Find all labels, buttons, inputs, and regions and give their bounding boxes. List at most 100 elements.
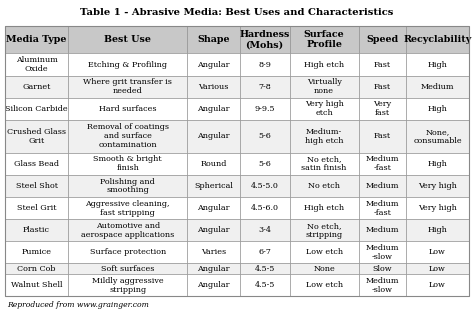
Bar xyxy=(240,274,290,296)
Bar xyxy=(359,26,406,53)
Text: Medium-
high etch: Medium- high etch xyxy=(305,128,343,145)
Text: Virtually
none: Virtually none xyxy=(307,78,342,95)
Text: Spherical: Spherical xyxy=(194,182,233,190)
Text: Corn Cob: Corn Cob xyxy=(17,265,56,273)
Text: 4.5-5: 4.5-5 xyxy=(255,282,275,289)
Text: Fast: Fast xyxy=(374,83,391,91)
Text: High: High xyxy=(428,61,447,68)
Bar xyxy=(290,75,359,98)
Bar xyxy=(406,175,469,197)
Text: Shape: Shape xyxy=(197,35,230,44)
Text: None,
consumable: None, consumable xyxy=(413,128,462,145)
Bar xyxy=(5,153,68,175)
Bar xyxy=(68,153,187,175)
Text: Soft surfaces: Soft surfaces xyxy=(101,265,155,273)
Text: Medium
-fast: Medium -fast xyxy=(365,200,399,216)
Bar xyxy=(359,120,406,153)
Text: No etch,
satin finish: No etch, satin finish xyxy=(301,156,347,172)
Bar xyxy=(359,219,406,241)
Text: Aluminum
Oxide: Aluminum Oxide xyxy=(16,56,57,73)
Bar xyxy=(68,197,187,219)
Bar xyxy=(290,120,359,153)
Bar xyxy=(240,98,290,120)
Text: Speed: Speed xyxy=(366,35,398,44)
Text: Glass Bead: Glass Bead xyxy=(14,160,59,168)
Text: 5-6: 5-6 xyxy=(258,132,271,140)
Bar xyxy=(359,153,406,175)
Text: Table 1 - Abrasive Media: Best Uses and Characteristics: Table 1 - Abrasive Media: Best Uses and … xyxy=(80,8,394,17)
Bar xyxy=(240,53,290,75)
Text: Angular: Angular xyxy=(197,204,230,212)
Text: Very high
etch: Very high etch xyxy=(305,100,344,117)
Text: No etch,
stripping: No etch, stripping xyxy=(306,222,343,239)
Bar xyxy=(406,53,469,75)
Text: Mildly aggressive
stripping: Mildly aggressive stripping xyxy=(92,277,164,294)
Text: Medium: Medium xyxy=(365,182,399,190)
Text: High: High xyxy=(428,105,447,113)
Bar xyxy=(359,263,406,274)
Text: Reproduced from www.grainger.com: Reproduced from www.grainger.com xyxy=(7,301,149,308)
Text: Surface protection: Surface protection xyxy=(90,248,166,256)
Text: 7-8: 7-8 xyxy=(258,83,271,91)
Text: Aggressive cleaning,
fast stripping: Aggressive cleaning, fast stripping xyxy=(85,200,170,216)
Text: Fast: Fast xyxy=(374,132,391,140)
Text: Steel Grit: Steel Grit xyxy=(17,204,56,212)
Bar xyxy=(68,98,187,120)
Text: Hard surfaces: Hard surfaces xyxy=(99,105,156,113)
Bar xyxy=(5,219,68,241)
Bar xyxy=(5,175,68,197)
Bar xyxy=(290,263,359,274)
Text: Medium
-slow: Medium -slow xyxy=(365,244,399,261)
Bar xyxy=(68,120,187,153)
Text: Medium: Medium xyxy=(421,83,454,91)
Bar xyxy=(240,219,290,241)
Text: Low: Low xyxy=(429,248,446,256)
Text: 4.5-5.0: 4.5-5.0 xyxy=(251,182,279,190)
Text: Round: Round xyxy=(201,160,227,168)
Text: High: High xyxy=(428,160,447,168)
Text: Varies: Varies xyxy=(201,248,226,256)
Bar xyxy=(359,98,406,120)
Text: Various: Various xyxy=(198,83,228,91)
Text: Walnut Shell: Walnut Shell xyxy=(11,282,62,289)
Bar xyxy=(5,26,469,296)
Text: Low: Low xyxy=(429,265,446,273)
Bar xyxy=(290,26,359,53)
Text: None: None xyxy=(313,265,335,273)
Bar xyxy=(290,241,359,263)
Text: 9-9.5: 9-9.5 xyxy=(255,105,275,113)
Text: Angular: Angular xyxy=(197,132,230,140)
Text: Fast: Fast xyxy=(374,61,391,68)
Text: Angular: Angular xyxy=(197,265,230,273)
Bar xyxy=(68,26,187,53)
Bar xyxy=(406,26,469,53)
Bar xyxy=(406,274,469,296)
Text: Recyclability: Recyclability xyxy=(403,35,472,44)
Bar xyxy=(290,197,359,219)
Bar xyxy=(5,75,68,98)
Bar xyxy=(187,175,240,197)
Bar xyxy=(290,98,359,120)
Bar xyxy=(187,153,240,175)
Text: No etch: No etch xyxy=(308,182,340,190)
Bar xyxy=(187,219,240,241)
Bar xyxy=(290,274,359,296)
Bar xyxy=(187,241,240,263)
Bar xyxy=(187,75,240,98)
Text: Garnet: Garnet xyxy=(22,83,51,91)
Text: 4.5-6.0: 4.5-6.0 xyxy=(251,204,279,212)
Bar xyxy=(240,75,290,98)
Bar xyxy=(5,53,68,75)
Text: Pumice: Pumice xyxy=(21,248,52,256)
Bar xyxy=(359,53,406,75)
Bar xyxy=(5,263,68,274)
Bar xyxy=(406,241,469,263)
Bar xyxy=(240,153,290,175)
Bar xyxy=(187,274,240,296)
Text: 3-4: 3-4 xyxy=(258,226,271,234)
Bar xyxy=(187,263,240,274)
Text: Medium
-fast: Medium -fast xyxy=(365,156,399,172)
Text: Low etch: Low etch xyxy=(306,282,343,289)
Text: Polishing and
smoothing: Polishing and smoothing xyxy=(100,178,155,194)
Bar xyxy=(359,274,406,296)
